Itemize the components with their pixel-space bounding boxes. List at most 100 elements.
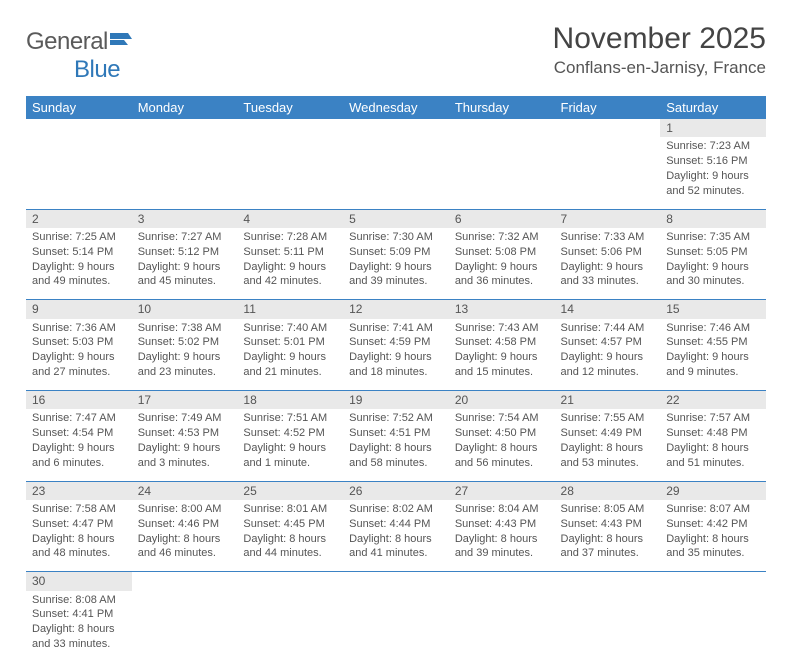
flag-icon xyxy=(110,28,136,56)
day-cell: Sunrise: 8:05 AMSunset: 4:43 PMDaylight:… xyxy=(555,500,661,572)
sunset-line: Sunset: 5:16 PM xyxy=(666,154,760,169)
logo-text: GeneralBlue xyxy=(26,28,136,84)
daylight-line: Daylight: 9 hours and 21 minutes. xyxy=(243,350,337,380)
sunset-line: Sunset: 5:12 PM xyxy=(138,245,232,260)
day-cell xyxy=(555,137,661,209)
sunrise-line: Sunrise: 7:40 AM xyxy=(243,321,337,336)
day-number: 29 xyxy=(660,481,766,500)
day-cell: Sunrise: 7:54 AMSunset: 4:50 PMDaylight:… xyxy=(449,409,555,481)
daynum-row: 9101112131415 xyxy=(26,300,766,319)
weekday-header: Monday xyxy=(132,96,238,119)
day-number: 26 xyxy=(343,481,449,500)
day-number xyxy=(449,572,555,591)
weekday-header: Friday xyxy=(555,96,661,119)
day-cell: Sunrise: 7:36 AMSunset: 5:03 PMDaylight:… xyxy=(26,319,132,391)
day-cell: Sunrise: 7:41 AMSunset: 4:59 PMDaylight:… xyxy=(343,319,449,391)
sunrise-line: Sunrise: 7:44 AM xyxy=(561,321,655,336)
day-cell: Sunrise: 7:57 AMSunset: 4:48 PMDaylight:… xyxy=(660,409,766,481)
sunrise-line: Sunrise: 7:35 AM xyxy=(666,230,760,245)
day-number: 2 xyxy=(26,209,132,228)
daylight-line: Daylight: 8 hours and 37 minutes. xyxy=(561,532,655,562)
sunset-line: Sunset: 5:08 PM xyxy=(455,245,549,260)
sunset-line: Sunset: 4:49 PM xyxy=(561,426,655,441)
daynum-row: 2345678 xyxy=(26,209,766,228)
day-number: 18 xyxy=(237,391,343,410)
sunset-line: Sunset: 4:55 PM xyxy=(666,335,760,350)
daylight-line: Daylight: 8 hours and 48 minutes. xyxy=(32,532,126,562)
daylight-line: Daylight: 8 hours and 46 minutes. xyxy=(138,532,232,562)
sunrise-line: Sunrise: 7:49 AM xyxy=(138,411,232,426)
sunrise-line: Sunrise: 7:58 AM xyxy=(32,502,126,517)
day-number xyxy=(555,572,661,591)
daylight-line: Daylight: 9 hours and 36 minutes. xyxy=(455,260,549,290)
sunrise-line: Sunrise: 7:55 AM xyxy=(561,411,655,426)
day-cell: Sunrise: 7:47 AMSunset: 4:54 PMDaylight:… xyxy=(26,409,132,481)
daynum-row: 16171819202122 xyxy=(26,391,766,410)
day-number: 19 xyxy=(343,391,449,410)
day-number xyxy=(132,572,238,591)
sunrise-line: Sunrise: 7:32 AM xyxy=(455,230,549,245)
day-cell: Sunrise: 7:32 AMSunset: 5:08 PMDaylight:… xyxy=(449,228,555,300)
sunrise-line: Sunrise: 7:25 AM xyxy=(32,230,126,245)
sunset-line: Sunset: 4:51 PM xyxy=(349,426,443,441)
header: GeneralBlue November 2025 Conflans-en-Ja… xyxy=(26,22,766,84)
day-cell: Sunrise: 8:00 AMSunset: 4:46 PMDaylight:… xyxy=(132,500,238,572)
sunrise-line: Sunrise: 7:47 AM xyxy=(32,411,126,426)
weekday-header: Saturday xyxy=(660,96,766,119)
day-number: 28 xyxy=(555,481,661,500)
day-number: 25 xyxy=(237,481,343,500)
sunset-line: Sunset: 5:14 PM xyxy=(32,245,126,260)
calendar-header: SundayMondayTuesdayWednesdayThursdayFrid… xyxy=(26,96,766,119)
day-number: 4 xyxy=(237,209,343,228)
daylight-line: Daylight: 9 hours and 27 minutes. xyxy=(32,350,126,380)
sunset-line: Sunset: 4:46 PM xyxy=(138,517,232,532)
day-number: 3 xyxy=(132,209,238,228)
sunset-line: Sunset: 4:41 PM xyxy=(32,607,126,622)
sunset-line: Sunset: 4:53 PM xyxy=(138,426,232,441)
sunset-line: Sunset: 4:48 PM xyxy=(666,426,760,441)
sunrise-line: Sunrise: 7:38 AM xyxy=(138,321,232,336)
sunset-line: Sunset: 5:01 PM xyxy=(243,335,337,350)
daylight-line: Daylight: 9 hours and 1 minute. xyxy=(243,441,337,471)
day-cell: Sunrise: 7:55 AMSunset: 4:49 PMDaylight:… xyxy=(555,409,661,481)
logo: GeneralBlue xyxy=(26,28,136,84)
calendar-body: 1Sunrise: 7:23 AMSunset: 5:16 PMDaylight… xyxy=(26,119,766,663)
sunset-line: Sunset: 4:58 PM xyxy=(455,335,549,350)
daylight-line: Daylight: 9 hours and 18 minutes. xyxy=(349,350,443,380)
daylight-line: Daylight: 8 hours and 53 minutes. xyxy=(561,441,655,471)
day-number: 9 xyxy=(26,300,132,319)
day-cell xyxy=(132,137,238,209)
daylight-line: Daylight: 8 hours and 39 minutes. xyxy=(455,532,549,562)
calendar-table: SundayMondayTuesdayWednesdayThursdayFrid… xyxy=(26,96,766,663)
daylight-line: Daylight: 9 hours and 3 minutes. xyxy=(138,441,232,471)
sunrise-line: Sunrise: 8:05 AM xyxy=(561,502,655,517)
daynum-row: 30 xyxy=(26,572,766,591)
month-title: November 2025 xyxy=(553,22,766,56)
logo-text-1: General xyxy=(26,28,108,55)
day-number xyxy=(237,572,343,591)
day-cell: Sunrise: 7:51 AMSunset: 4:52 PMDaylight:… xyxy=(237,409,343,481)
sunrise-line: Sunrise: 7:52 AM xyxy=(349,411,443,426)
sunrise-line: Sunrise: 7:43 AM xyxy=(455,321,549,336)
day-number xyxy=(449,119,555,137)
sunset-line: Sunset: 4:42 PM xyxy=(666,517,760,532)
day-cell xyxy=(343,137,449,209)
day-number: 22 xyxy=(660,391,766,410)
day-cell: Sunrise: 7:44 AMSunset: 4:57 PMDaylight:… xyxy=(555,319,661,391)
daylight-line: Daylight: 8 hours and 44 minutes. xyxy=(243,532,337,562)
day-number: 27 xyxy=(449,481,555,500)
day-number: 10 xyxy=(132,300,238,319)
day-cell xyxy=(343,591,449,663)
day-cell: Sunrise: 7:38 AMSunset: 5:02 PMDaylight:… xyxy=(132,319,238,391)
day-number: 12 xyxy=(343,300,449,319)
sunrise-line: Sunrise: 7:46 AM xyxy=(666,321,760,336)
day-number: 1 xyxy=(660,119,766,137)
day-number: 7 xyxy=(555,209,661,228)
day-cell xyxy=(660,591,766,663)
content-row: Sunrise: 7:36 AMSunset: 5:03 PMDaylight:… xyxy=(26,319,766,391)
sunrise-line: Sunrise: 8:08 AM xyxy=(32,593,126,608)
day-cell: Sunrise: 7:28 AMSunset: 5:11 PMDaylight:… xyxy=(237,228,343,300)
day-cell: Sunrise: 7:52 AMSunset: 4:51 PMDaylight:… xyxy=(343,409,449,481)
daylight-line: Daylight: 8 hours and 51 minutes. xyxy=(666,441,760,471)
day-cell: Sunrise: 7:30 AMSunset: 5:09 PMDaylight:… xyxy=(343,228,449,300)
